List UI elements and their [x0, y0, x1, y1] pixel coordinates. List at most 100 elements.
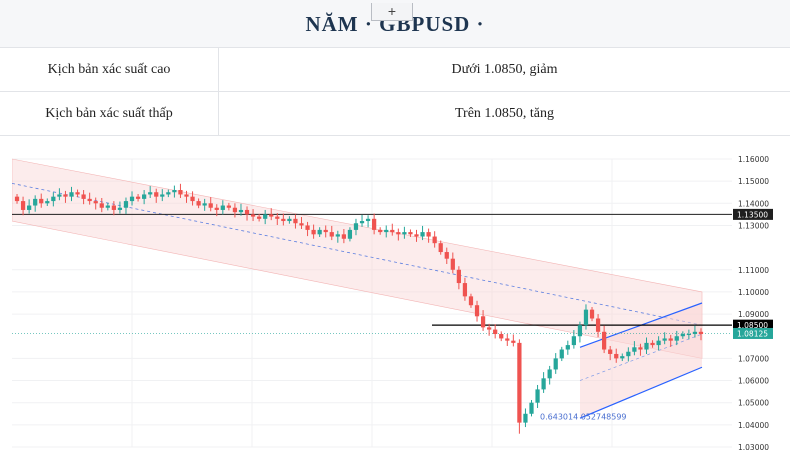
candle-body: [293, 218, 298, 224]
candle-body: [614, 353, 619, 359]
candle-body: [323, 229, 328, 233]
header-bar: NĂM · GBPUSD · +: [0, 0, 790, 48]
candle-body: [493, 329, 498, 335]
candle-body: [353, 223, 359, 230]
candle-body: [87, 198, 92, 202]
candle-body: [444, 252, 449, 259]
candle-body: [172, 190, 177, 193]
y-tick-label: 1.09000: [738, 310, 769, 319]
candle-body: [529, 402, 534, 414]
candle-body: [135, 196, 141, 199]
candle-body: [414, 234, 419, 237]
candle-body: [250, 214, 256, 217]
price-tag-label: 1.08500: [737, 321, 768, 330]
candle-body: [202, 203, 207, 206]
candle-body: [523, 413, 528, 423]
candle-body: [432, 236, 437, 244]
candle-body: [208, 203, 213, 208]
rising-channel: [580, 303, 702, 419]
y-tick-label: 1.15000: [738, 177, 769, 186]
candle-body: [378, 229, 383, 233]
candle-body: [372, 218, 377, 230]
y-tick-label: 1.11000: [738, 266, 769, 275]
candle-body: [577, 325, 583, 337]
candle-body: [589, 309, 595, 319]
add-tab-button[interactable]: +: [371, 3, 413, 21]
candle-body: [39, 198, 44, 204]
candle-body: [547, 369, 552, 379]
candle-body: [674, 336, 679, 341]
candle-body: [33, 198, 38, 206]
candle-body: [111, 205, 116, 210]
candle-body: [462, 283, 468, 297]
candle-body: [583, 309, 589, 326]
chart-svg[interactable]: 0.643014 052748599 1.16000 1.15000 1.14000 1…: [12, 155, 778, 453]
candle-body: [20, 201, 26, 210]
candle-body: [468, 296, 474, 306]
candle-body: [511, 340, 516, 343]
candle-body: [698, 331, 704, 335]
candle-body: [93, 201, 98, 204]
candle-body: [214, 207, 219, 210]
candle-body: [456, 269, 461, 284]
fib-annotation: 0.643014 052748599: [540, 412, 627, 421]
price-tag: [733, 327, 773, 339]
candle-body: [438, 243, 443, 253]
candle-body: [63, 194, 68, 197]
candle-body: [148, 192, 153, 195]
price-chart[interactable]: 0.643014 052748599 1.16000 1.15000 1.14000 1…: [12, 155, 778, 453]
candle-body: [595, 318, 601, 332]
candle-body: [602, 331, 607, 350]
candle-body: [299, 223, 304, 226]
candle-body: [27, 205, 32, 210]
scenario-label: Kịch bản xác suất cao: [0, 48, 219, 91]
candle-body: [541, 378, 546, 390]
candle-body: [620, 356, 625, 359]
y-tick-label: 1.07000: [738, 354, 769, 363]
candle-body: [487, 327, 492, 330]
candle-body: [238, 209, 244, 213]
candle-body: [535, 389, 540, 403]
candle-body: [287, 218, 292, 222]
candle-body: [14, 196, 20, 202]
candle-body: [129, 196, 135, 202]
candle-body: [184, 194, 189, 197]
candle-body: [365, 218, 371, 222]
y-tick-label: 1.14000: [738, 199, 769, 208]
candle-body: [154, 192, 159, 197]
scenario-row-high: Kịch bản xác suất cao Dưới 1.0850, giảm: [0, 48, 790, 92]
y-tick-label: 1.04000: [738, 421, 769, 430]
candle-body: [196, 201, 201, 206]
scenario-value: Trên 1.0850, tăng: [454, 106, 555, 121]
candle-body: [396, 232, 401, 235]
candle-body: [420, 232, 425, 237]
candle-body: [559, 349, 564, 359]
candle-body: [668, 338, 673, 341]
candle-body: [499, 334, 504, 339]
candle-body: [160, 194, 165, 197]
candle-body: [517, 342, 522, 423]
y-tick-label: 1.13000: [738, 221, 769, 230]
scenario-label: Kịch bản xác suất thấp: [0, 92, 219, 135]
rising-channel-lower: [579, 366, 703, 419]
y-tick-label: 1.03000: [738, 443, 769, 452]
candle-body: [329, 232, 334, 237]
candle-body: [105, 205, 110, 208]
candle-body: [232, 207, 238, 213]
candle-body: [505, 338, 510, 341]
rising-channel-mid: [579, 333, 703, 381]
y-tick-label: 1.10000: [738, 288, 769, 297]
y-tick-label: 1.06000: [738, 377, 769, 386]
candle-body: [571, 336, 576, 346]
scenario-value: Dưới 1.0850, giảm: [451, 62, 558, 77]
candle-body: [81, 194, 86, 199]
price-tag-label: 1.08125: [737, 329, 768, 338]
candle-body: [390, 229, 395, 233]
candle-body: [480, 316, 486, 328]
candle-body: [359, 221, 365, 224]
candle-body: [269, 214, 274, 217]
price-tag: [733, 319, 773, 331]
candle-body: [474, 305, 480, 317]
price-tag: [733, 208, 773, 220]
candle-body: [281, 218, 286, 222]
